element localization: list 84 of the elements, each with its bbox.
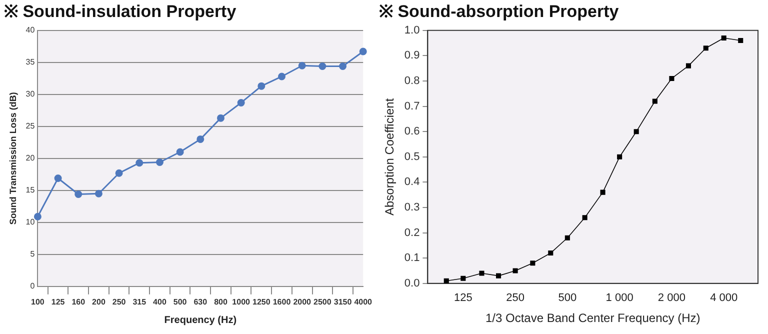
point: [460, 276, 466, 281]
y-tick-label: 1.0: [404, 24, 420, 36]
point: [34, 212, 42, 220]
point: [496, 273, 502, 278]
point: [564, 235, 570, 240]
x-tick-label: 250: [506, 292, 524, 304]
x-tick-label: 125: [454, 292, 472, 304]
point: [669, 76, 674, 81]
y-tick-label: 5: [30, 250, 36, 259]
x-tick-label: 2 000: [658, 292, 686, 304]
point: [359, 48, 367, 56]
point: [600, 190, 606, 195]
point: [258, 82, 266, 90]
point: [617, 154, 622, 160]
chart-title: ※ Sound-insulation Property: [4, 2, 237, 21]
x-tick-label: 200: [92, 297, 106, 306]
y-tick-label: 0.1: [404, 252, 420, 264]
chart-title: ※ Sound-absorption Property: [379, 2, 620, 21]
point: [278, 72, 286, 80]
y-tick-label: 0.7: [404, 100, 420, 112]
point: [703, 46, 708, 51]
x-tick-label: 1000: [232, 297, 251, 306]
y-tick-label: 0.2: [404, 226, 420, 239]
point: [652, 98, 658, 104]
x-tick-label: 100: [31, 297, 45, 306]
point: [237, 98, 245, 106]
point: [115, 169, 123, 177]
y-tick-label: 20: [26, 154, 36, 163]
x-tick-label: 1250: [252, 297, 271, 306]
y-tick-label: 35: [26, 58, 36, 67]
y-tick-label: 25: [26, 122, 36, 131]
x-axis-title: 1/3 Octave Band Center Frequency (Hz): [485, 311, 700, 326]
point: [444, 278, 449, 284]
x-tick-label: 1600: [272, 297, 292, 306]
point: [548, 250, 554, 256]
y-axis-title: Absorption Coefficient: [382, 98, 397, 216]
x-tick-label: 4 000: [710, 292, 738, 304]
x-tick-label: 3150: [334, 297, 352, 306]
point: [176, 148, 184, 156]
point: [156, 158, 164, 166]
y-tick-label: 0.4: [404, 176, 420, 188]
point: [94, 190, 102, 198]
point: [721, 35, 726, 41]
point: [582, 215, 588, 220]
y-tick-label: 0.9: [404, 50, 420, 62]
x-tick-label: 2500: [314, 297, 332, 306]
x-tick-label: 2000: [293, 297, 312, 306]
x-tick-label: 125: [51, 297, 66, 306]
x-tick-label: 500: [558, 292, 577, 304]
y-tick-label: 40: [26, 26, 36, 35]
y-tick-label: 0.0: [404, 277, 420, 290]
y-tick-label: 0.3: [404, 202, 420, 214]
point: [512, 268, 518, 274]
point: [318, 62, 326, 70]
x-axis-title: Frequency (Hz): [164, 314, 237, 326]
x-tick-label: 800: [214, 297, 228, 306]
y-tick-label: 30: [26, 90, 36, 99]
x-tick-label: 4000: [354, 297, 373, 306]
x-tick-label: 250: [112, 297, 126, 306]
point: [136, 159, 144, 167]
y-tick-label: 0.6: [404, 126, 420, 138]
y-axis-title: Sound Transmission Loss (dB): [8, 92, 18, 225]
x-tick-label: 315: [132, 297, 147, 306]
point: [530, 260, 536, 266]
x-tick-label: 1 000: [606, 292, 634, 304]
point: [54, 174, 62, 182]
x-tick-label: 500: [173, 297, 188, 306]
point: [479, 270, 484, 276]
x-tick-label: 400: [153, 297, 167, 306]
point: [298, 62, 306, 70]
point: [74, 190, 82, 198]
y-tick-label: 0: [30, 282, 36, 291]
point: [686, 63, 692, 68]
point: [738, 38, 744, 44]
x-tick-label: 160: [72, 297, 86, 306]
x-tick-label: 630: [194, 297, 208, 306]
y-tick-label: 0.8: [404, 75, 420, 88]
y-tick-label: 10: [26, 218, 36, 227]
point: [196, 135, 204, 143]
point: [216, 114, 224, 122]
point: [634, 129, 639, 134]
y-tick-label: 15: [26, 186, 36, 195]
y-tick-label: 0.5: [404, 150, 420, 163]
point: [339, 62, 347, 70]
